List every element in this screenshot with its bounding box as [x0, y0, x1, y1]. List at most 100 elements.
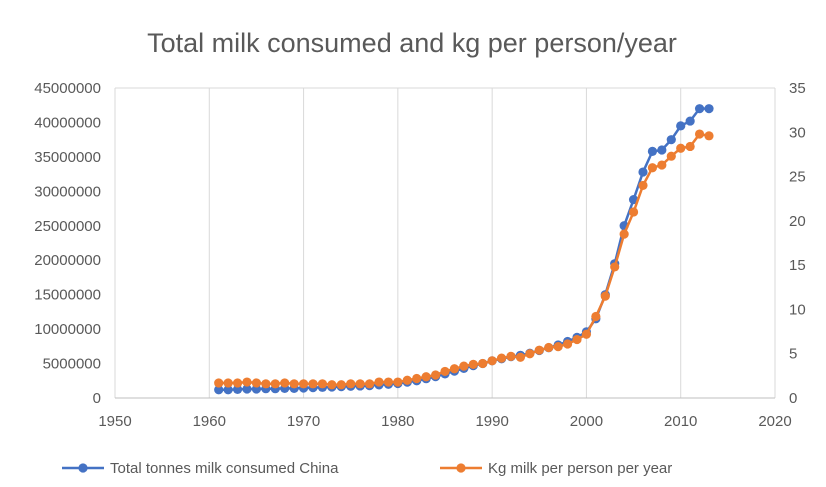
data-point	[383, 377, 394, 387]
data-point	[214, 378, 224, 388]
data-point	[704, 104, 714, 114]
data-point	[478, 358, 488, 369]
data-point	[346, 379, 356, 389]
data-point	[393, 377, 403, 387]
y-tick-label: 15000000	[34, 287, 101, 304]
y-tick-label: 5000000	[43, 356, 101, 373]
y-tick-label: 30000000	[34, 183, 101, 200]
y2-tick-label: 30	[789, 124, 806, 141]
y-tick-label: 20000000	[34, 252, 101, 269]
y-tick-label: 0	[93, 390, 101, 407]
y2-tick-label: 0	[789, 390, 797, 407]
data-point	[676, 121, 686, 131]
legend: Total tonnes milk consumed China Kg milk …	[62, 460, 672, 477]
data-point	[440, 366, 450, 377]
data-point	[317, 379, 328, 389]
data-point	[666, 135, 676, 145]
data-point	[374, 377, 384, 387]
y-tick-label: 25000000	[34, 218, 101, 235]
data-point	[308, 379, 318, 389]
data-point	[704, 131, 714, 141]
y2-tick-label: 25	[789, 169, 806, 186]
data-point	[402, 375, 412, 385]
data-point	[355, 379, 365, 389]
legend-label: Kg milk per person per year	[488, 460, 672, 477]
legend-item: Total tonnes milk consumed China	[62, 460, 339, 477]
data-point	[694, 129, 705, 139]
data-point	[223, 378, 233, 388]
data-point	[242, 384, 252, 394]
data-point	[619, 229, 629, 239]
x-tick-label: 1990	[475, 413, 508, 430]
data-point	[223, 385, 233, 395]
data-point	[496, 353, 507, 363]
data-point	[487, 356, 497, 366]
data-point	[327, 380, 337, 390]
axes: 1950 1960 1970 1980 1990 2000 2010 202005000000…	[34, 80, 805, 430]
x-tick-label: 2000	[570, 413, 603, 430]
data-point	[628, 207, 639, 217]
data-point	[412, 373, 422, 384]
data-point	[685, 141, 695, 152]
data-point	[544, 342, 554, 353]
data-point	[553, 342, 563, 352]
data-point	[468, 359, 478, 369]
y-tick-label: 45000000	[34, 80, 101, 97]
x-tick-label: 1960	[193, 413, 226, 430]
data-point	[289, 379, 299, 389]
data-point	[600, 291, 610, 301]
x-tick-label: 2010	[664, 413, 697, 430]
data-point	[638, 167, 648, 177]
data-point	[525, 349, 535, 359]
series	[214, 104, 714, 395]
data-point	[449, 364, 460, 374]
data-point	[534, 345, 544, 355]
data-point	[232, 384, 243, 394]
data-point	[647, 163, 658, 173]
data-point	[647, 146, 658, 156]
data-point	[572, 334, 582, 345]
y2-tick-label: 20	[789, 213, 806, 230]
legend-item: Kg milk per person per year	[440, 460, 672, 477]
data-point	[251, 378, 262, 388]
data-point	[430, 370, 441, 380]
data-point	[242, 377, 252, 387]
data-point	[421, 372, 431, 382]
data-point	[280, 378, 290, 388]
data-point	[364, 379, 375, 389]
data-point	[336, 380, 346, 390]
x-tick-label: 2020	[758, 413, 791, 430]
data-point	[506, 351, 516, 361]
gridlines	[114, 87, 776, 398]
legend-marker	[78, 463, 88, 473]
legend-marker	[456, 463, 466, 473]
data-point	[657, 160, 667, 170]
data-point	[214, 385, 224, 395]
data-point	[298, 379, 309, 389]
x-tick-label: 1980	[381, 413, 414, 430]
x-tick-label: 1970	[287, 413, 320, 430]
chart-title: Total milk consumed and kg per person/ye…	[147, 28, 677, 58]
data-point	[676, 143, 686, 153]
y2-tick-label: 10	[789, 301, 806, 318]
series-kg-per-person	[214, 129, 714, 390]
data-point	[581, 329, 592, 339]
data-point	[638, 180, 648, 191]
data-point	[591, 311, 601, 322]
y2-tick-label: 35	[789, 80, 806, 97]
data-point	[610, 262, 620, 272]
data-point	[657, 145, 667, 155]
y2-tick-label: 5	[789, 346, 797, 363]
data-point	[515, 352, 526, 362]
y2-tick-label: 15	[789, 257, 806, 274]
y-tick-label: 35000000	[34, 149, 101, 166]
x-tick-label: 1950	[98, 413, 131, 430]
data-point	[232, 378, 243, 388]
data-point	[685, 116, 695, 126]
data-point	[270, 379, 280, 389]
data-point	[562, 339, 573, 349]
y-tick-label: 40000000	[34, 114, 101, 131]
